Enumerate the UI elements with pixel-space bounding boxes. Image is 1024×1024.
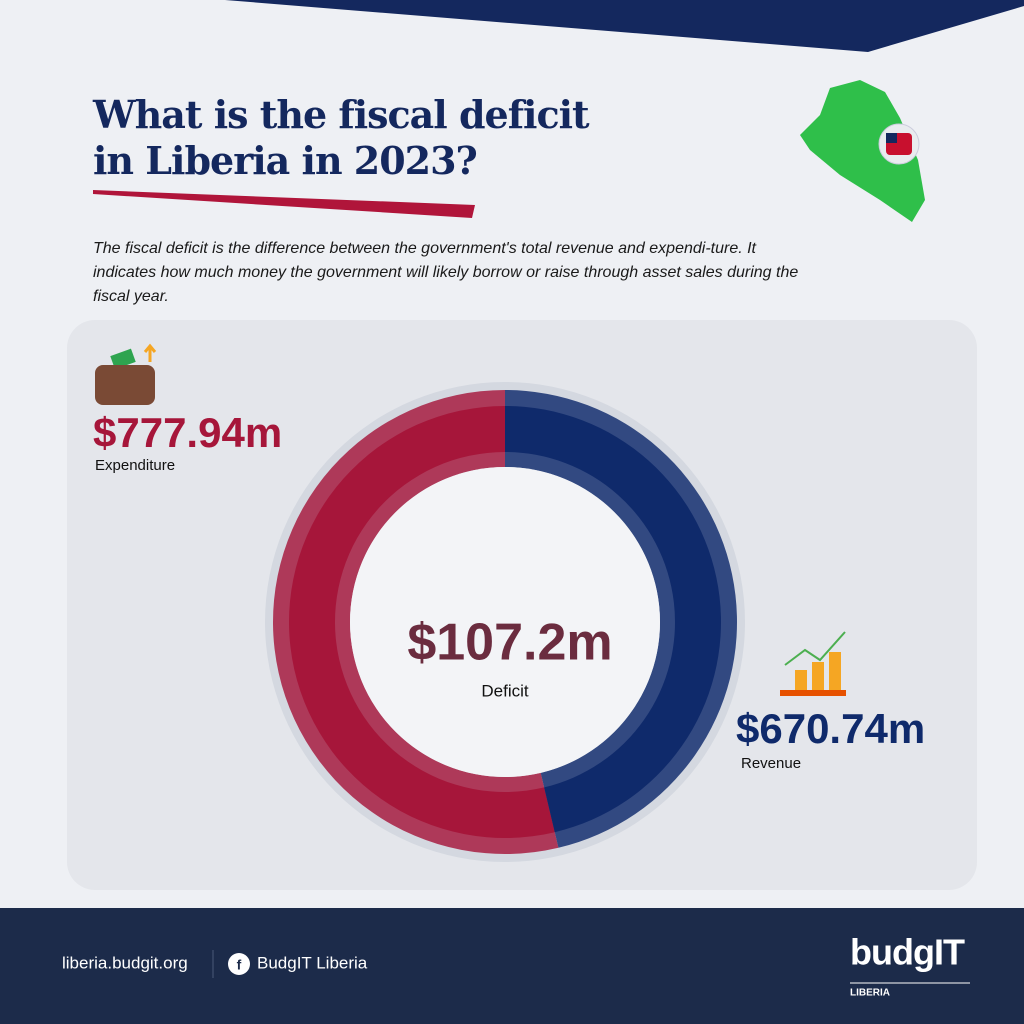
coins-icon — [812, 662, 824, 690]
top-band — [225, 0, 1024, 52]
footer — [0, 908, 1024, 1024]
coins-icon — [795, 670, 807, 690]
flag-icon — [886, 133, 897, 143]
donut-slice-band — [288, 406, 555, 838]
deficit-value: $107.2m — [407, 614, 612, 672]
donut-slice-band — [505, 406, 721, 833]
value-label: $670.74m — [736, 705, 925, 752]
footer-website: liberia.budgit.org — [62, 953, 188, 972]
logo-sub: LIBERIA — [850, 988, 890, 999]
subtitle: The fiscal deficit is the difference bet… — [93, 240, 799, 305]
wallet-icon — [110, 348, 136, 370]
map-icon — [800, 80, 925, 222]
wallet-icon — [95, 365, 155, 405]
footer-facebook: BudgIT Liberia — [257, 953, 368, 972]
logo: budgIT — [850, 932, 965, 973]
coins-icon — [784, 631, 846, 666]
donut-center — [350, 467, 660, 777]
title: What is the fiscal deficit in Liberia in… — [93, 92, 590, 183]
deficit-caption: Deficit — [481, 681, 529, 700]
facebook-icon — [228, 953, 250, 975]
facebook-icon: f — [237, 957, 242, 973]
title-underline — [93, 190, 475, 218]
legend-label: Expenditure — [95, 457, 175, 474]
coins-icon — [780, 690, 846, 696]
donut — [272, 390, 737, 854]
legend-label: Revenue — [741, 755, 801, 772]
wallet-icon — [143, 343, 157, 362]
value-label: $777.94m — [93, 409, 282, 456]
coins-icon — [829, 652, 841, 690]
